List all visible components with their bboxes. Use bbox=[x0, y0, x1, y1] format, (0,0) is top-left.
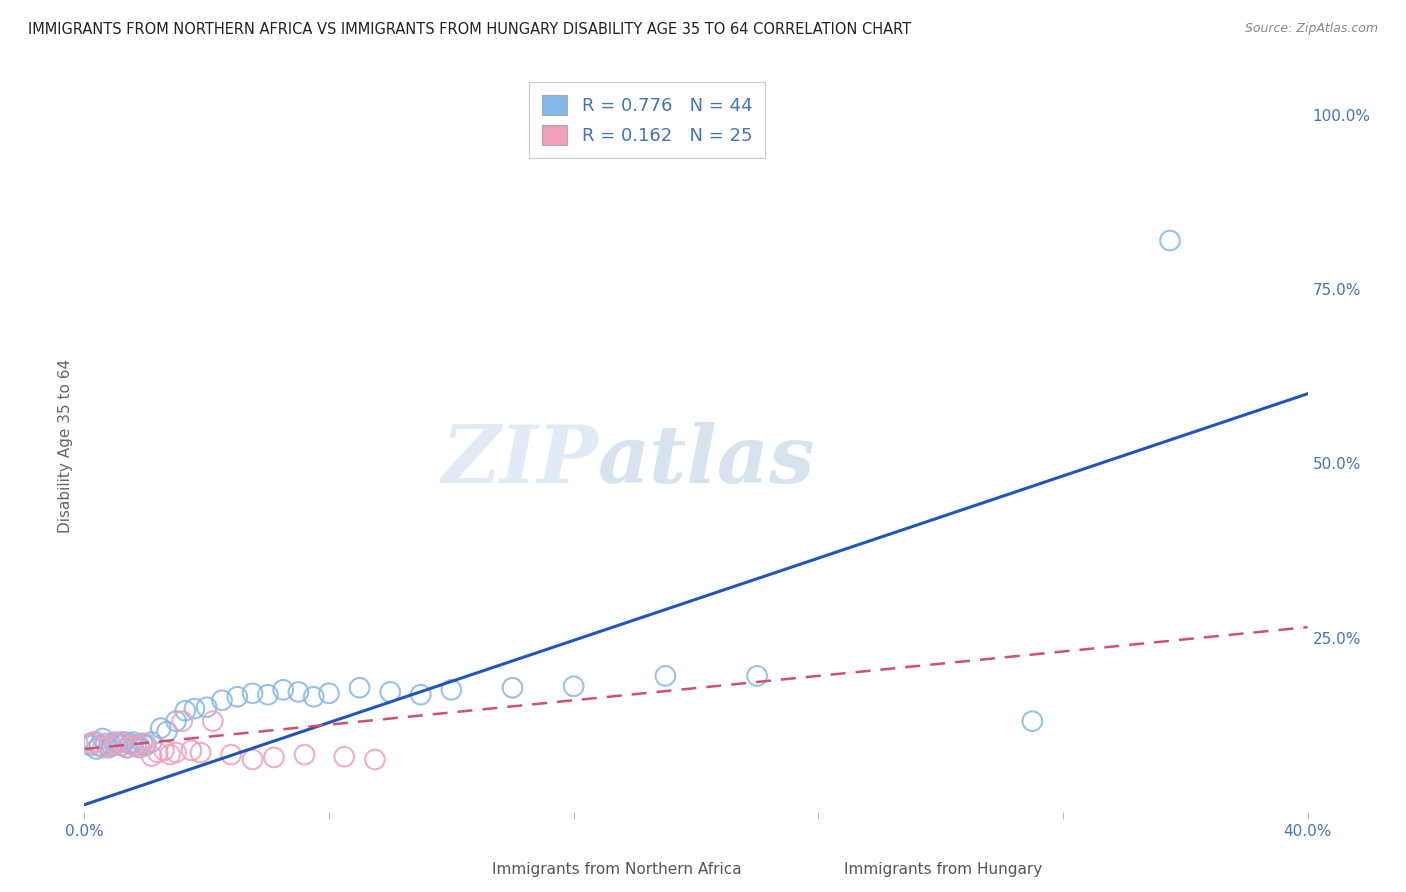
Point bbox=[97, 740, 120, 755]
Point bbox=[83, 735, 105, 749]
Point bbox=[125, 739, 148, 753]
Point bbox=[1159, 234, 1181, 248]
Point bbox=[440, 682, 463, 697]
Point bbox=[122, 735, 145, 749]
Point bbox=[654, 669, 676, 683]
Point bbox=[165, 714, 187, 728]
Point bbox=[149, 721, 172, 735]
Point bbox=[409, 688, 432, 702]
Point bbox=[183, 701, 205, 715]
Point bbox=[562, 679, 585, 693]
Point bbox=[107, 736, 129, 750]
Point bbox=[174, 704, 197, 718]
Point bbox=[112, 735, 135, 749]
Point bbox=[211, 693, 233, 707]
Point bbox=[180, 743, 202, 757]
Point bbox=[79, 736, 101, 750]
Point bbox=[104, 736, 127, 750]
Point bbox=[271, 682, 294, 697]
Point bbox=[115, 740, 138, 755]
Point bbox=[257, 688, 280, 702]
Point bbox=[302, 690, 325, 704]
Text: Immigrants from Hungary: Immigrants from Hungary bbox=[844, 863, 1042, 877]
Point bbox=[195, 700, 218, 714]
Legend: R = 0.776   N = 44, R = 0.162   N = 25: R = 0.776 N = 44, R = 0.162 N = 25 bbox=[529, 82, 765, 158]
Point bbox=[263, 750, 285, 764]
Point bbox=[318, 686, 340, 700]
Point bbox=[146, 746, 169, 760]
Point bbox=[219, 747, 242, 762]
Point bbox=[380, 685, 402, 699]
Point bbox=[101, 739, 124, 753]
Point bbox=[86, 742, 108, 756]
Point bbox=[104, 735, 127, 749]
Point bbox=[287, 685, 309, 699]
Point bbox=[201, 714, 224, 728]
Point bbox=[86, 735, 108, 749]
Point bbox=[91, 740, 114, 755]
Text: Source: ZipAtlas.com: Source: ZipAtlas.com bbox=[1244, 22, 1378, 36]
Point bbox=[135, 739, 157, 753]
Point bbox=[242, 686, 264, 700]
Point bbox=[115, 740, 138, 755]
Point bbox=[120, 736, 142, 750]
Point bbox=[349, 681, 371, 695]
Point bbox=[141, 735, 163, 749]
Point bbox=[110, 735, 132, 749]
Point bbox=[190, 746, 212, 760]
Point bbox=[131, 736, 153, 750]
Text: Immigrants from Northern Africa: Immigrants from Northern Africa bbox=[492, 863, 742, 877]
Point bbox=[226, 690, 249, 704]
Point bbox=[747, 669, 769, 683]
Point bbox=[364, 752, 387, 766]
Y-axis label: Disability Age 35 to 64: Disability Age 35 to 64 bbox=[58, 359, 73, 533]
Point bbox=[122, 739, 145, 753]
Point bbox=[333, 749, 356, 764]
Point bbox=[165, 746, 187, 760]
Point bbox=[97, 739, 120, 753]
Text: ZIP: ZIP bbox=[441, 422, 598, 500]
Point bbox=[89, 739, 111, 753]
Text: IMMIGRANTS FROM NORTHERN AFRICA VS IMMIGRANTS FROM HUNGARY DISABILITY AGE 35 TO : IMMIGRANTS FROM NORTHERN AFRICA VS IMMIG… bbox=[28, 22, 911, 37]
Point bbox=[128, 740, 150, 755]
Point bbox=[153, 743, 176, 757]
Point bbox=[141, 749, 163, 764]
Point bbox=[110, 739, 132, 753]
Point bbox=[1021, 714, 1043, 728]
Point bbox=[294, 747, 316, 762]
Point bbox=[135, 736, 157, 750]
Point bbox=[172, 714, 194, 728]
Point bbox=[91, 731, 114, 746]
Point bbox=[156, 724, 179, 739]
Text: atlas: atlas bbox=[598, 422, 815, 500]
Point bbox=[159, 747, 181, 762]
Point bbox=[94, 736, 117, 750]
Point bbox=[242, 752, 264, 766]
Point bbox=[79, 739, 101, 753]
Point bbox=[128, 739, 150, 753]
Point bbox=[502, 681, 524, 695]
